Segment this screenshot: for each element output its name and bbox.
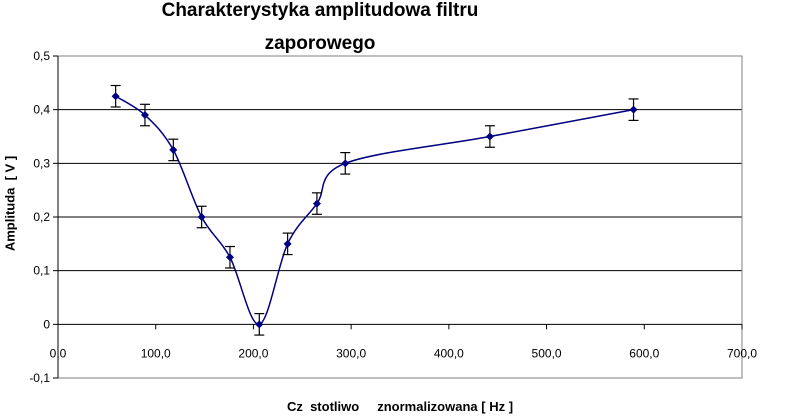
y-tick-label: 0,4 — [33, 103, 50, 117]
data-point — [111, 92, 120, 101]
series-line — [115, 95, 634, 326]
y-tick-labels: 0,5 0,4 0,3 0,2 0,1 0 -0,1 — [29, 49, 50, 385]
data-point — [169, 145, 178, 154]
y-tick-label: 0,3 — [33, 156, 50, 170]
data-point — [629, 105, 638, 114]
x-tick-labels: 0,0 100,0 200,0 300,0 400,0 500,0 600,0 700,0 — [50, 346, 758, 360]
chart-title-line-2: zaporowego — [264, 33, 376, 54]
y-tick-label: 0 — [43, 317, 50, 331]
y-tick-label: -0,1 — [29, 371, 50, 385]
x-tick-label: 500,0 — [532, 346, 562, 360]
x-tick-label: 700,0 — [727, 346, 757, 360]
x-tick-label: 0,0 — [50, 346, 67, 360]
x-tick-label: 400,0 — [434, 346, 464, 360]
data-point — [283, 239, 292, 248]
x-tick-label: 100,0 — [141, 346, 171, 360]
y-axis-label: Amplituda [ V ] — [2, 155, 18, 252]
y-tick-label: 0,1 — [33, 264, 50, 278]
grid-lines — [58, 109, 742, 272]
data-point — [255, 320, 264, 329]
chart-title-line-1: Charakterystyka amplitudowa filtru — [161, 0, 479, 21]
y-tick-label: 0,5 — [33, 49, 50, 63]
data-point — [312, 199, 321, 208]
data-series — [110, 84, 639, 336]
x-tick-label: 200,0 — [238, 346, 268, 360]
y-tick-label: 0,2 — [33, 210, 50, 224]
x-axis-label: Cz stotliwo znormalizowana [ Hz ] — [286, 399, 514, 414]
x-tick-label: 600,0 — [629, 346, 659, 360]
data-point — [341, 159, 350, 168]
data-point — [140, 111, 149, 120]
axes — [53, 55, 743, 379]
x-tick-label: 300,0 — [336, 346, 366, 360]
data-point — [225, 253, 234, 262]
data-point — [485, 132, 494, 141]
data-point — [197, 213, 206, 221]
